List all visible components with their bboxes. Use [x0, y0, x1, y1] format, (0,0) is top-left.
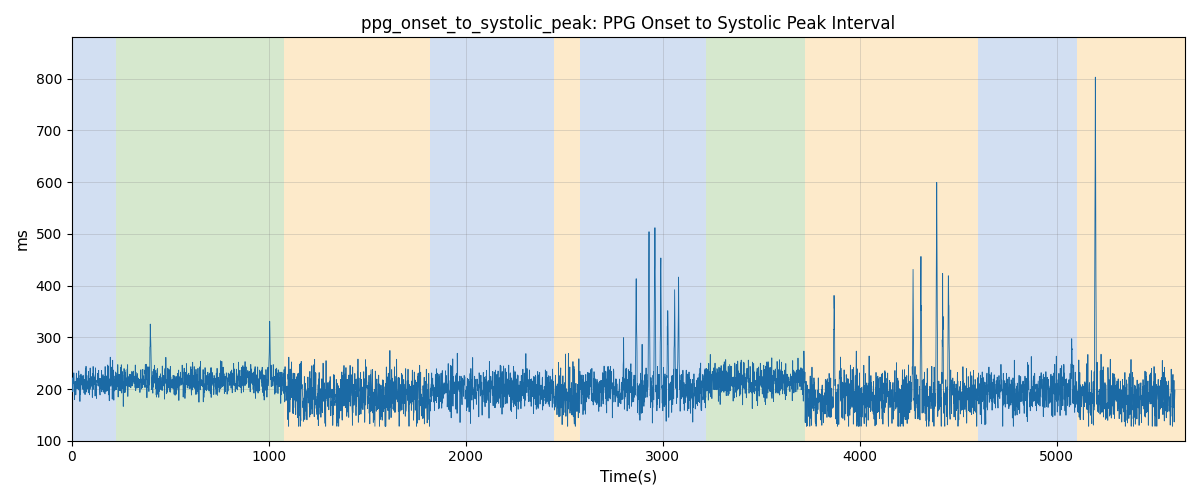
Bar	[978, 38, 1076, 440]
Bar	[1076, 38, 1186, 440]
Bar	[431, 38, 554, 440]
Title: ppg_onset_to_systolic_peak: PPG Onset to Systolic Peak Interval: ppg_onset_to_systolic_peak: PPG Onset to…	[361, 15, 895, 34]
Bar	[116, 38, 284, 440]
Bar	[580, 38, 692, 440]
Bar	[692, 38, 706, 440]
Bar	[706, 38, 805, 440]
X-axis label: Time(s): Time(s)	[600, 470, 656, 485]
Bar	[72, 38, 116, 440]
Bar	[805, 38, 978, 440]
Bar	[554, 38, 580, 440]
Bar	[284, 38, 431, 440]
Y-axis label: ms: ms	[16, 228, 30, 250]
